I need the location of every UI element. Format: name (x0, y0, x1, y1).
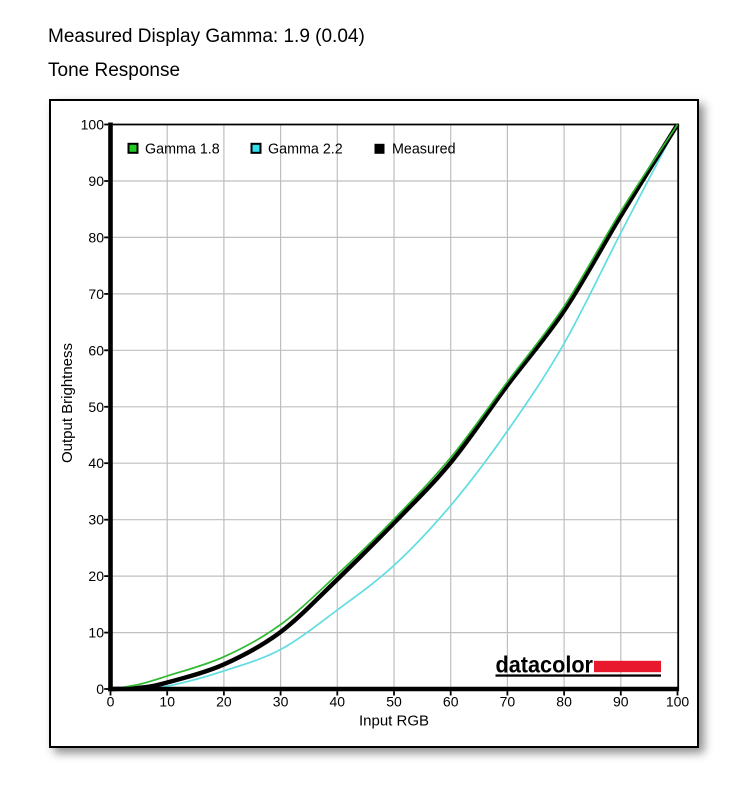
svg-text:60: 60 (88, 342, 104, 358)
svg-text:90: 90 (613, 694, 629, 710)
svg-text:20: 20 (88, 568, 104, 584)
svg-text:100: 100 (666, 694, 690, 710)
svg-text:90: 90 (88, 173, 104, 189)
svg-text:50: 50 (386, 694, 402, 710)
svg-text:80: 80 (88, 229, 104, 245)
svg-text:100: 100 (81, 117, 105, 133)
svg-text:Gamma 1.8: Gamma 1.8 (145, 141, 220, 157)
svg-text:10: 10 (88, 625, 104, 641)
svg-text:30: 30 (273, 694, 289, 710)
svg-text:40: 40 (88, 455, 104, 471)
svg-text:10: 10 (159, 694, 175, 710)
svg-text:20: 20 (216, 694, 232, 710)
svg-text:30: 30 (88, 512, 104, 528)
svg-text:60: 60 (443, 694, 459, 710)
svg-text:Output Brightness: Output Brightness (59, 343, 76, 463)
svg-text:datacolor: datacolor (496, 652, 594, 678)
svg-text:70: 70 (500, 694, 516, 710)
svg-text:0: 0 (96, 681, 104, 697)
svg-text:0: 0 (107, 694, 115, 710)
svg-text:40: 40 (330, 694, 346, 710)
svg-text:Measured: Measured (392, 141, 456, 157)
svg-text:50: 50 (88, 399, 104, 415)
svg-text:Input RGB: Input RGB (359, 713, 429, 730)
svg-text:80: 80 (556, 694, 572, 710)
svg-text:Gamma 2.2: Gamma 2.2 (268, 141, 343, 157)
svg-text:70: 70 (88, 286, 104, 302)
